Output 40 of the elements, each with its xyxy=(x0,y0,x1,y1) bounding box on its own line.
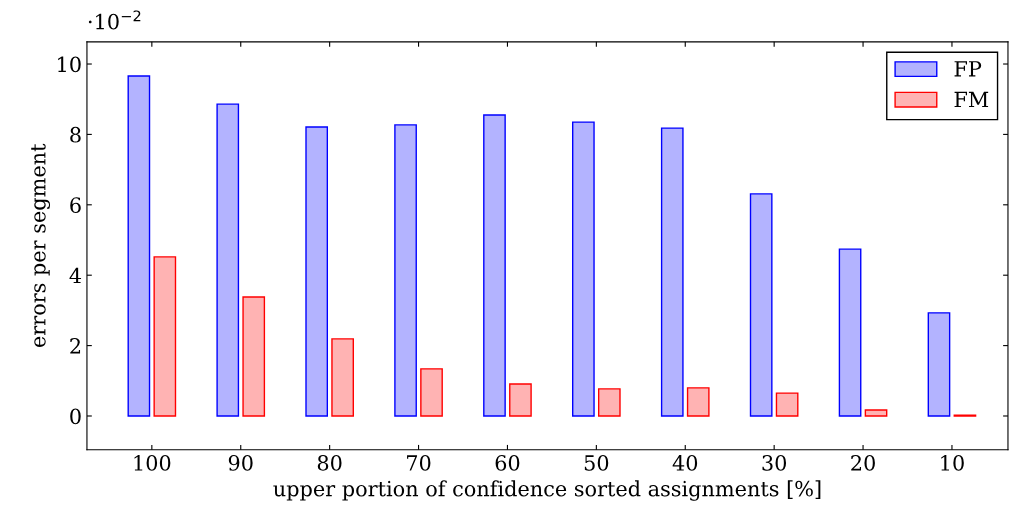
y-tick-label: 10 xyxy=(58,56,81,73)
legend-label: FP xyxy=(954,61,982,77)
bar xyxy=(509,383,532,417)
bar xyxy=(927,312,951,417)
bar xyxy=(127,75,151,417)
x-axis-title: upper portion of confidence sorted assignments [%] xyxy=(273,480,821,501)
x-tick-label: 20 xyxy=(851,455,875,471)
x-tick-label: 30 xyxy=(762,455,787,471)
x-tick-label: 70 xyxy=(407,455,431,471)
y-tick-label: 6 xyxy=(70,197,81,214)
bar xyxy=(242,296,266,417)
bar xyxy=(305,126,329,417)
text: ·10$^{−2}$ xyxy=(88,10,141,30)
x-tick-label: 60 xyxy=(495,455,520,471)
bar xyxy=(331,338,354,417)
bar xyxy=(686,387,710,417)
y-tick-label: 0 xyxy=(70,408,81,425)
bar xyxy=(420,368,443,417)
bar xyxy=(749,193,773,417)
x-tick-label: 50 xyxy=(584,455,609,471)
bar xyxy=(572,121,595,417)
bar xyxy=(838,248,862,417)
y-axis-title: errors per segment xyxy=(31,143,51,348)
x-tick-label: 10 xyxy=(941,455,964,471)
bar xyxy=(483,114,506,417)
y-tick-label: 2 xyxy=(70,338,81,354)
x-tick-label: 80 xyxy=(317,455,342,471)
bar xyxy=(153,256,177,417)
x-tick-label: 100 xyxy=(134,455,171,471)
bar xyxy=(216,103,240,417)
y-tick-label: 4 xyxy=(69,267,82,284)
bar xyxy=(597,388,621,417)
bar xyxy=(660,127,684,417)
x-tick-label: 40 xyxy=(672,455,698,471)
bar xyxy=(394,124,417,417)
y-tick-label: 8 xyxy=(70,126,81,143)
bar xyxy=(775,392,799,417)
bar xyxy=(864,409,888,417)
legend-label: FM xyxy=(954,91,989,107)
x-tick-label: 90 xyxy=(228,455,253,471)
